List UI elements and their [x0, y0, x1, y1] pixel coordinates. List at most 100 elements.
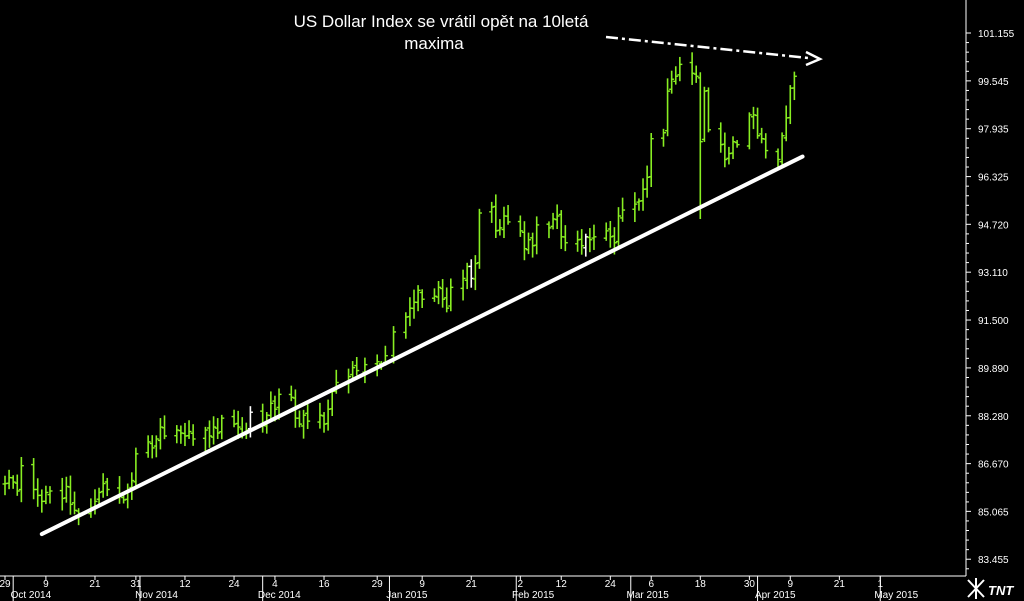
tnt-logo-icon: TNT: [966, 577, 1014, 599]
x-month-label: Feb 2015: [512, 590, 555, 601]
ohlc-bar: [47, 486, 53, 504]
ohlc-bar: [190, 424, 196, 446]
ohlc-bar: [301, 409, 307, 439]
ohlc-bar: [677, 56, 683, 82]
annotation-arrowhead: [805, 50, 823, 67]
ohlc-bar: [554, 204, 560, 230]
ohlc-bar: [460, 269, 466, 301]
ohlc-bar: [730, 136, 736, 160]
x-day-label: 29: [372, 579, 384, 590]
ohlc-bar: [517, 215, 523, 237]
x-day-label: 30: [744, 579, 756, 590]
x-month-label: May 2015: [874, 590, 918, 601]
y-tick-label: 99.545: [978, 77, 1009, 88]
ohlc-bar: [693, 65, 699, 83]
y-tick-label: 97.935: [978, 125, 1009, 136]
ohlc-bar: [350, 361, 356, 381]
ohlc-bar: [791, 71, 797, 101]
ohlc-bar: [219, 414, 225, 440]
x-day-label: 21: [466, 579, 478, 590]
ohlc-bar: [648, 133, 654, 187]
ohlc-bar: [673, 66, 679, 85]
x-day-label: 9: [43, 579, 49, 590]
ohlc-bar: [587, 228, 593, 253]
ohlc-bar: [632, 192, 638, 223]
ohlc-bar: [444, 287, 450, 313]
x-day-label: 29: [0, 579, 11, 590]
ohlc-bar: [235, 410, 241, 439]
x-day-label: 2: [518, 579, 524, 590]
ohlc-bar: [755, 107, 761, 139]
x-day-label: 21: [834, 579, 846, 590]
x-day-label: 4: [272, 579, 278, 590]
x-day-label: 24: [605, 579, 617, 590]
annotation-line-2: maxima: [404, 34, 464, 53]
x-axis: 299213112244162992121224618309211Oct 201…: [0, 575, 966, 601]
x-month-label: Nov 2014: [135, 590, 178, 601]
ohlc-bar: [100, 473, 106, 498]
trendline-group: [39, 154, 805, 537]
ohlc-bar: [14, 474, 20, 496]
ohlc-bar: [534, 216, 540, 255]
y-tick-label: 101.155: [978, 29, 1015, 40]
ohlc-bar: [746, 112, 752, 150]
y-tick-label: 86.670: [978, 460, 1009, 471]
x-month-label: Oct 2014: [11, 590, 52, 601]
ohlc-bar: [207, 420, 212, 448]
ohlc-bar: [162, 415, 168, 440]
x-day-label: 21: [89, 579, 101, 590]
ohlc-bar: [562, 225, 568, 252]
ohlc-bar: [546, 221, 552, 239]
y-tick-label: 85.065: [978, 507, 1009, 518]
x-day-label: 12: [556, 579, 568, 590]
ohlc-bar: [268, 391, 274, 421]
ohlc-bar: [296, 410, 302, 428]
ohlc-bar: [591, 224, 597, 250]
x-day-label: 18: [695, 579, 707, 590]
y-tick-label: 94.720: [978, 220, 1009, 231]
ohlc-bar: [669, 70, 675, 94]
ohlc-bar: [448, 278, 454, 312]
ohlc-bar: [734, 140, 740, 148]
x-month-label: Jan 2015: [386, 590, 428, 601]
y-tick-label: 88.280: [978, 412, 1009, 423]
x-day-label: 9: [419, 579, 425, 590]
ohlc-bar: [305, 401, 311, 430]
ohlc-bar: [186, 420, 192, 439]
ohlc-bar: [689, 52, 695, 85]
x-day-label: 6: [648, 579, 654, 590]
y-tick-label: 93.110: [978, 268, 1008, 279]
trendline: [39, 154, 805, 537]
ohlc-bar: [665, 78, 671, 137]
ohlc-bar: [391, 326, 397, 364]
ohlc-bar: [526, 232, 532, 255]
ohlc-bar: [620, 197, 626, 222]
y-tick-label: 83.455: [978, 555, 1009, 566]
ohlc-bar: [579, 229, 585, 255]
ohlc-bar: [722, 132, 728, 168]
ohlc-bar: [374, 354, 380, 377]
x-day-label: 9: [787, 579, 793, 590]
annotation-group: US Dollar Index se vrátil opět na 10letá…: [294, 12, 823, 67]
y-tick-label: 91.500: [978, 316, 1009, 327]
ohlc-bar: [202, 426, 208, 451]
ohlc-bar: [472, 255, 478, 291]
y-axis: 101.155 99.545 97.935 96.325 94.720 93.110 91.…: [965, 0, 1015, 576]
ohlc-bar: [440, 279, 446, 308]
x-day-label: 12: [179, 579, 191, 590]
x-month-label: Mar 2015: [627, 590, 670, 601]
ohlc-bar: [354, 356, 360, 376]
ohlc-bar: [317, 402, 323, 429]
ohlc-bar: [133, 447, 139, 487]
annotation-arrow: [605, 35, 809, 60]
ohlc-bar: [697, 72, 703, 219]
ohlc-bar: [67, 475, 73, 515]
ohlc-bar: [104, 477, 110, 497]
x-month-label: Apr 2015: [755, 590, 796, 601]
ohlc-bar: [18, 456, 24, 503]
ohlc-bar: [415, 285, 421, 312]
x-month-label: Dec 2014: [258, 590, 301, 601]
ohlc-bar: [72, 491, 78, 515]
ohlc-bar: [603, 222, 609, 241]
